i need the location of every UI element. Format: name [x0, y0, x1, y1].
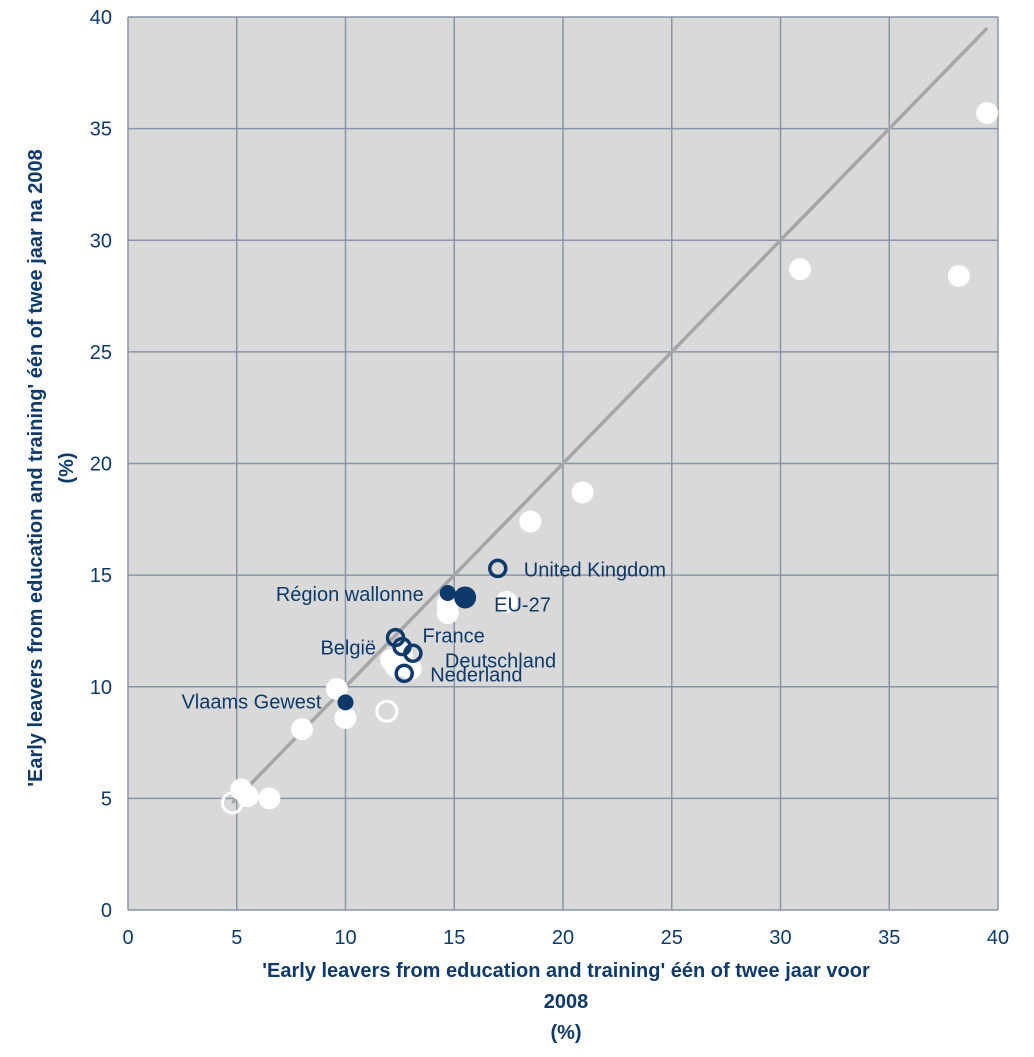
- point-label: Deutschland: [445, 650, 556, 672]
- x-tick-label: 25: [661, 927, 683, 949]
- data-point-vlaams-gewest: [337, 694, 354, 711]
- y-tick-label: 35: [90, 119, 112, 141]
- data-point: [519, 510, 542, 533]
- point-label: EU-27: [494, 594, 551, 616]
- point-label: Vlaams Gewest: [181, 691, 321, 713]
- x-axis-title-line: (%): [550, 1022, 581, 1044]
- y-tick-label: 10: [90, 677, 112, 699]
- data-point-united-kingdom: [488, 558, 508, 579]
- point-label: France: [423, 626, 485, 648]
- point-label: United Kingdom: [524, 559, 666, 581]
- y-tick-label: 15: [90, 565, 112, 587]
- y-tick-label: 25: [90, 342, 112, 364]
- data-point-r-gion-wallonne: [439, 584, 456, 601]
- y-axis-title-line: 'Early leavers from education and traini…: [25, 149, 47, 787]
- x-tick-label: 40: [987, 927, 1009, 949]
- y-tick-label: 20: [90, 454, 112, 476]
- x-tick-label: 30: [769, 927, 791, 949]
- y-axis-ticks: 0 5 10 15 20 25 30 35 40: [90, 7, 112, 922]
- data-point: [947, 264, 970, 287]
- data-point: [334, 707, 357, 730]
- data-point: [495, 590, 518, 613]
- y-tick-label: 40: [90, 7, 112, 29]
- y-tick-label: 0: [101, 900, 112, 922]
- point-label: Nederland: [430, 664, 522, 686]
- point-labels: United Kingdom Région wallonne EU-27 France…: [181, 559, 666, 713]
- y-tick-label: 5: [101, 788, 112, 810]
- data-point: [571, 481, 594, 504]
- data-point: [436, 602, 459, 625]
- data-point-eu-27: [454, 586, 477, 609]
- x-axis-title: 'Early leavers from education and traini…: [262, 960, 870, 1044]
- data-point: [325, 677, 348, 700]
- data-point: [976, 101, 999, 124]
- diagonal-line: [231, 26, 989, 805]
- x-tick-label: 15: [443, 927, 465, 949]
- data-point-deutschland: [403, 643, 423, 664]
- data-point: [375, 699, 399, 723]
- x-tick-label: 5: [231, 927, 242, 949]
- point-label: België: [320, 638, 376, 660]
- data-point: [258, 787, 281, 810]
- y-axis-title-line: (%): [56, 452, 78, 483]
- diagonal-reference-line: [231, 26, 989, 805]
- x-axis-title-line: 2008: [544, 991, 589, 1013]
- x-axis-ticks: 0 5 10 15 20 25 30 35 40: [122, 927, 1009, 949]
- data-point: [291, 718, 313, 741]
- data-point: [220, 791, 244, 815]
- data-points: [220, 101, 999, 815]
- y-axis-title: 'Early leavers from education and traini…: [25, 149, 78, 787]
- data-point-nederland: [394, 663, 414, 684]
- x-tick-label: 35: [878, 927, 900, 949]
- x-axis-title-line: 'Early leavers from education and traini…: [262, 960, 870, 982]
- x-tick-label: 10: [334, 927, 356, 949]
- x-tick-label: 0: [122, 927, 133, 949]
- data-point: [789, 258, 812, 281]
- x-tick-label: 20: [552, 927, 574, 949]
- y-tick-label: 30: [90, 230, 112, 252]
- point-label: Région wallonne: [276, 584, 424, 606]
